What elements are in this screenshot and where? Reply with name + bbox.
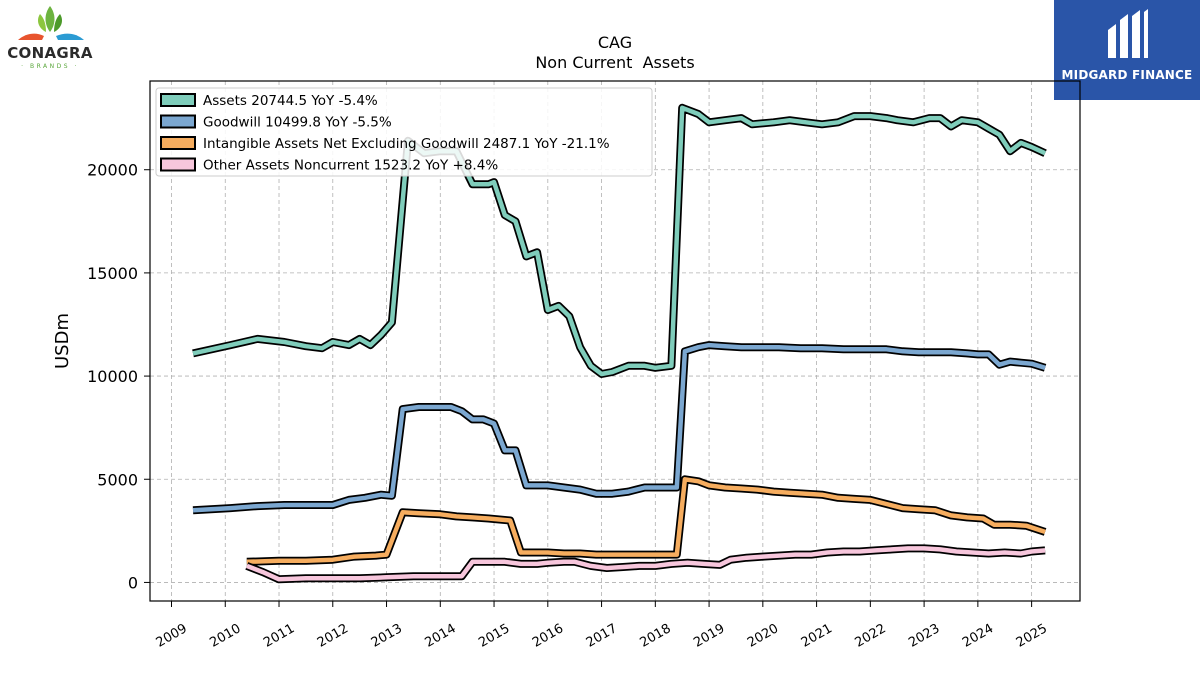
leaf-icon (18, 6, 84, 40)
x-tick-label: 2023 (906, 621, 942, 651)
legend-swatch (160, 93, 196, 107)
x-tick-label: 2016 (530, 621, 566, 651)
conagra-logo: CONAGRA · BRANDS · (0, 0, 100, 78)
x-tick-label: 2024 (960, 621, 996, 651)
chart-subtitle: Non Current Assets (535, 53, 694, 72)
series-other (245, 544, 1046, 584)
y-ticks: 0 5000 10000 15000 20000 (87, 161, 150, 592)
midgard-name: MIDGARD FINANCE (1061, 68, 1193, 82)
conagra-sub: · BRANDS · (21, 63, 79, 70)
x-tick-label: 2022 (853, 621, 889, 651)
x-ticks: 2009 2010 2011 2012 2013 2014 2015 2016 2017 2018… (154, 601, 1050, 651)
x-tick-label: 2014 (422, 621, 458, 651)
legend-entry: Goodwill 10499.8 YoY -5.5% (160, 114, 392, 131)
x-tick-label: 2011 (261, 621, 297, 651)
midgard-logo: MIDGARD FINANCE (1054, 0, 1200, 100)
y-tick-label: 0 (128, 573, 138, 592)
x-tick-label: 2012 (315, 621, 351, 651)
legend-swatch (160, 157, 196, 172)
x-tick-label: 2010 (207, 621, 243, 651)
series-assets (192, 103, 1047, 378)
x-tick-label: 2009 (154, 621, 190, 651)
y-tick-label: 20000 (87, 161, 138, 180)
legend-label: Other Assets Noncurrent 1523.2 YoY +8.4% (203, 158, 498, 174)
chart-title: CAG (598, 33, 632, 52)
y-tick-label: 10000 (87, 367, 138, 386)
legend-label: Goodwill 10499.8 YoY -5.5% (203, 115, 392, 131)
legend-swatch (160, 114, 196, 129)
legend-entry: Other Assets Noncurrent 1523.2 YoY +8.4% (160, 157, 498, 174)
legend-swatch (160, 136, 196, 150)
y-tick-label: 15000 (87, 264, 138, 283)
legend-label: Assets 20744.5 YoY -5.4% (203, 93, 378, 109)
series-goodwill (192, 341, 1047, 515)
legend-label: Intangible Assets Net Excluding Goodwill… (203, 136, 610, 152)
conagra-name: CONAGRA (7, 44, 93, 62)
series-line (192, 105, 1047, 377)
series-line (192, 342, 1046, 513)
legend-box (155, 87, 653, 177)
series-intangible (246, 475, 1047, 566)
midgard-mark-icon (1108, 9, 1148, 58)
x-tick-label: 2017 (584, 621, 620, 651)
series-line (246, 477, 1046, 565)
series-group (192, 103, 1047, 584)
y-tick-label: 5000 (97, 470, 138, 489)
legend: Assets 20744.5 YoY -5.4% Goodwill 10499.8… (155, 87, 653, 177)
legend-entry: Intangible Assets Net Excluding Goodwill… (160, 136, 610, 152)
x-tick-label: 2021 (799, 621, 835, 651)
x-tick-label: 2018 (637, 621, 673, 651)
x-tick-label: 2025 (1014, 621, 1050, 651)
plot-frame (149, 80, 1081, 602)
series-line (245, 546, 1046, 582)
x-tick-label: 2015 (476, 621, 512, 651)
x-tick-label: 2013 (369, 621, 405, 651)
x-tick-label: 2020 (745, 621, 781, 651)
legend-entry: Assets 20744.5 YoY -5.4% (160, 93, 378, 109)
x-tick-label: 2019 (691, 621, 727, 651)
y-axis-label: USDm (52, 313, 73, 369)
